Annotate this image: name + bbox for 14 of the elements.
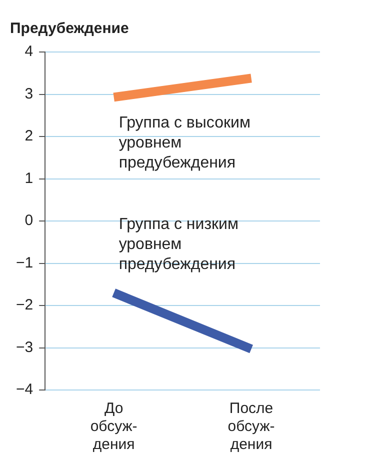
y-tick-label: −3: [16, 338, 34, 356]
x-tick-label: После обсуж- дения: [228, 400, 275, 454]
y-tick-label: −2: [16, 296, 34, 314]
y-tick-label: −4: [16, 381, 34, 398]
y-tick-label: 0: [24, 212, 34, 230]
y-tick-label: 3: [24, 85, 34, 102]
x-tick-label: До обсуж- дения: [90, 400, 138, 454]
y-tick-label: 1: [24, 170, 34, 187]
y-tick-label: −1: [16, 254, 34, 272]
y-tick-label: 4: [24, 43, 34, 60]
series-label: Группа с высоким уровнем предубеждения: [118, 114, 250, 172]
y-tick-label: 2: [24, 128, 34, 145]
chart-title: Предубеждение: [10, 20, 129, 38]
series-label: Группа с низким уровнем предубеждения: [118, 216, 238, 274]
